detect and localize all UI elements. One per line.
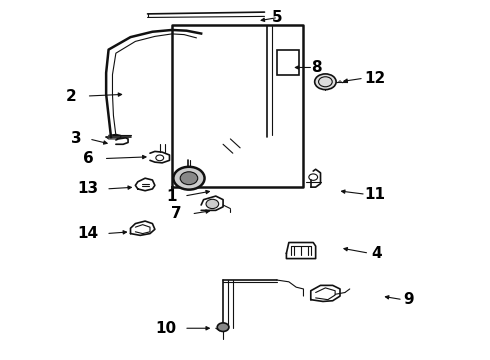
Text: 10: 10 (156, 321, 177, 336)
Text: 9: 9 (403, 292, 414, 307)
Circle shape (217, 323, 229, 332)
Text: 11: 11 (365, 187, 385, 202)
Text: 12: 12 (365, 71, 386, 86)
Circle shape (173, 167, 204, 190)
Circle shape (180, 172, 198, 185)
Text: 4: 4 (372, 246, 382, 261)
Text: 2: 2 (66, 89, 77, 104)
Bar (277, 50, 298, 75)
Text: 1: 1 (166, 189, 177, 203)
Circle shape (156, 155, 164, 161)
Circle shape (315, 74, 336, 90)
Text: 3: 3 (71, 131, 82, 147)
Text: 13: 13 (78, 181, 99, 197)
Text: 7: 7 (171, 206, 182, 221)
Text: 8: 8 (311, 60, 321, 75)
Text: 5: 5 (272, 10, 282, 25)
Text: 6: 6 (83, 151, 94, 166)
Circle shape (206, 199, 219, 208)
Text: 14: 14 (78, 226, 99, 241)
